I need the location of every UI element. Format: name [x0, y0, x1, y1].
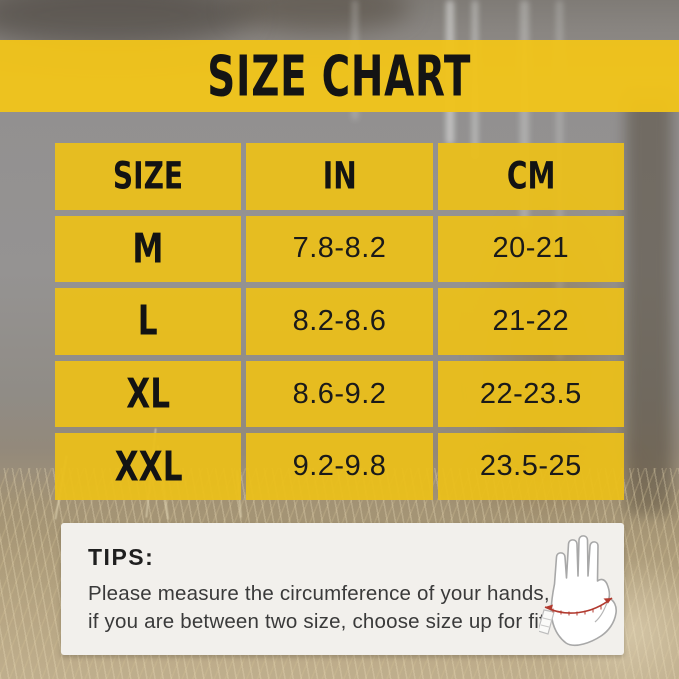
tips-text-line-2: if you are between two size, choose size…: [88, 610, 551, 633]
size-table: SIZE IN CM M 7.8-8.2 20-21 L 8.2-8.6 21-…: [55, 143, 624, 500]
title-banner: SIZE CHART: [0, 40, 679, 112]
birch-trunk-streak: [520, 0, 529, 230]
table-row-l-size: L: [55, 288, 242, 355]
tree-trunk-shape: [626, 95, 672, 515]
table-row-xl-size: XL: [55, 360, 242, 428]
dark-canopy-shape: [230, 0, 410, 34]
table-row-xl-cm: 22-23.5: [437, 360, 624, 428]
column-header-cm: CM: [437, 143, 624, 210]
table-row-m-inches: 7.8-8.2: [246, 215, 433, 283]
column-header-in: IN: [246, 143, 433, 210]
page-title: SIZE CHART: [207, 43, 472, 109]
tips-label: TIPS:: [88, 544, 155, 570]
hand-with-measuring-tape-icon: [539, 535, 617, 647]
table-row-xl-inches: 8.6-9.2: [246, 360, 433, 428]
tips-text-line-1: Please measure the circumference of your…: [88, 582, 550, 605]
table-row-xxl-cm: 23.5-25: [437, 433, 624, 500]
column-header-size: SIZE: [55, 143, 242, 210]
table-row-m-size: M: [55, 215, 242, 283]
table-row-xxl-size: XXL: [55, 433, 242, 500]
table-row-m-cm: 20-21: [437, 215, 624, 283]
table-row-xxl-inches: 9.2-9.8: [246, 433, 433, 500]
table-row-l-cm: 21-22: [437, 288, 624, 355]
tips-box: TIPS: Please measure the circumference o…: [61, 523, 624, 655]
table-row-l-inches: 8.2-8.6: [246, 288, 433, 355]
